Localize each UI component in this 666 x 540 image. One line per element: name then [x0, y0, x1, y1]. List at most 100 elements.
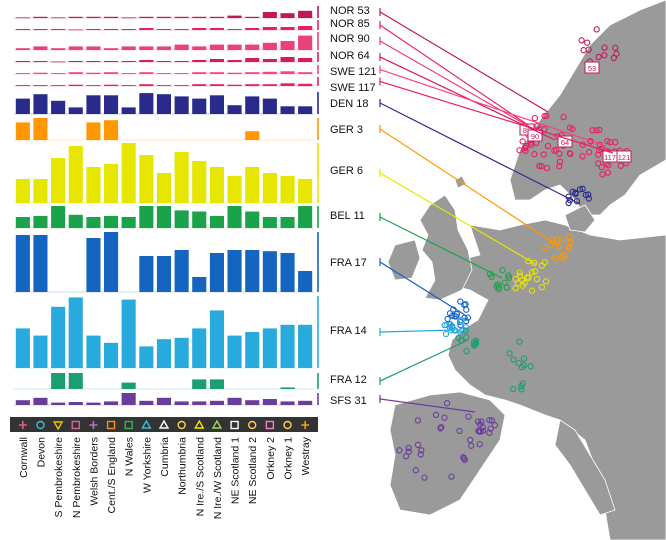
bar	[298, 10, 313, 18]
bar	[33, 335, 48, 368]
map-sample-point	[486, 429, 493, 436]
series-label: SWE 117	[330, 82, 376, 94]
bar	[68, 61, 83, 62]
series-label: NOR 90	[330, 33, 370, 45]
map-sample-point	[560, 113, 567, 121]
bar	[245, 96, 260, 114]
map-sample-point	[414, 441, 422, 449]
map-sample-point	[488, 273, 495, 281]
map-sample-point	[556, 162, 563, 170]
map-sample-point	[541, 259, 548, 266]
bar	[245, 28, 260, 30]
bar	[104, 164, 119, 203]
bar	[174, 73, 189, 74]
bar	[86, 16, 101, 18]
map-sample-point	[593, 26, 600, 33]
map-sample-point	[546, 241, 554, 249]
map-sample-point	[516, 269, 523, 276]
map-sample-point	[412, 467, 419, 474]
bar	[280, 387, 295, 389]
leader-line	[379, 339, 469, 382]
bar	[33, 235, 48, 292]
map-sample-point	[565, 243, 573, 251]
bar	[104, 84, 119, 86]
bar	[298, 35, 313, 50]
bar	[280, 71, 295, 74]
bar	[156, 16, 171, 18]
category-label: Cumbria	[159, 437, 171, 477]
bar	[174, 210, 189, 228]
leader-line	[379, 261, 466, 316]
bar	[280, 324, 295, 368]
map-sample-point	[572, 190, 579, 198]
map-sample-point	[595, 53, 602, 61]
map-sample-point	[589, 127, 596, 134]
map-sample-point	[585, 149, 593, 156]
bar	[262, 98, 277, 114]
map-sample-point	[582, 191, 589, 199]
bar	[104, 29, 119, 30]
bar	[192, 328, 207, 368]
map-sample-point	[442, 330, 450, 338]
bar	[68, 84, 83, 86]
region-marker-square	[71, 420, 80, 430]
category-label: Westray	[300, 436, 312, 475]
bar	[104, 16, 119, 18]
leader-line	[379, 172, 538, 266]
category-label: Northumbria	[177, 437, 189, 495]
map-sample-point	[446, 321, 454, 328]
bar	[227, 206, 242, 228]
category-label: N Pembrokeshire	[71, 437, 83, 518]
leader-line	[379, 24, 529, 126]
bar	[209, 44, 224, 50]
map-sample-point	[561, 252, 569, 260]
map-sample-point	[443, 400, 451, 407]
bar	[174, 337, 189, 368]
map-label-box	[584, 61, 600, 74]
map-landmass	[564, 204, 596, 233]
map-sample-point	[605, 162, 612, 169]
region-marker-plus	[89, 421, 98, 429]
bar	[262, 42, 277, 50]
map-sample-point	[495, 285, 502, 293]
bar	[227, 84, 242, 86]
bar	[280, 83, 295, 86]
series-label: DEN 18	[330, 98, 369, 110]
bar	[280, 27, 295, 30]
bar	[86, 61, 101, 62]
series-label: SWE 121	[330, 66, 376, 78]
region-marker-triangle-down	[52, 421, 64, 431]
bar	[139, 256, 154, 292]
leader-lines	[379, 8, 614, 413]
bar	[245, 16, 260, 18]
bar	[192, 401, 207, 405]
bar	[174, 16, 189, 18]
map-sample-point	[540, 151, 547, 158]
bar	[68, 107, 83, 114]
map-sample-point	[417, 451, 424, 458]
region-marker-square	[106, 420, 116, 430]
bar	[15, 122, 30, 140]
map-sample-point	[461, 301, 468, 309]
map-sample-point	[531, 259, 538, 267]
bar	[156, 61, 171, 62]
map-sample-point	[601, 44, 608, 51]
map-sample-point	[567, 150, 574, 158]
map-sample-point	[487, 425, 494, 432]
bar	[227, 105, 242, 114]
bar	[121, 29, 136, 30]
bar	[68, 214, 83, 228]
leader-line	[379, 398, 476, 413]
map-sample-point	[551, 255, 559, 262]
map-sample-point	[613, 50, 620, 57]
bar	[51, 306, 66, 368]
bar	[227, 72, 242, 74]
bar	[209, 379, 224, 389]
bar	[68, 46, 83, 50]
region-marker-triangle	[211, 419, 223, 429]
map-sample-point	[566, 124, 574, 131]
map-sample-point	[491, 422, 499, 429]
map-sample-point	[463, 334, 470, 341]
bar	[68, 16, 83, 18]
